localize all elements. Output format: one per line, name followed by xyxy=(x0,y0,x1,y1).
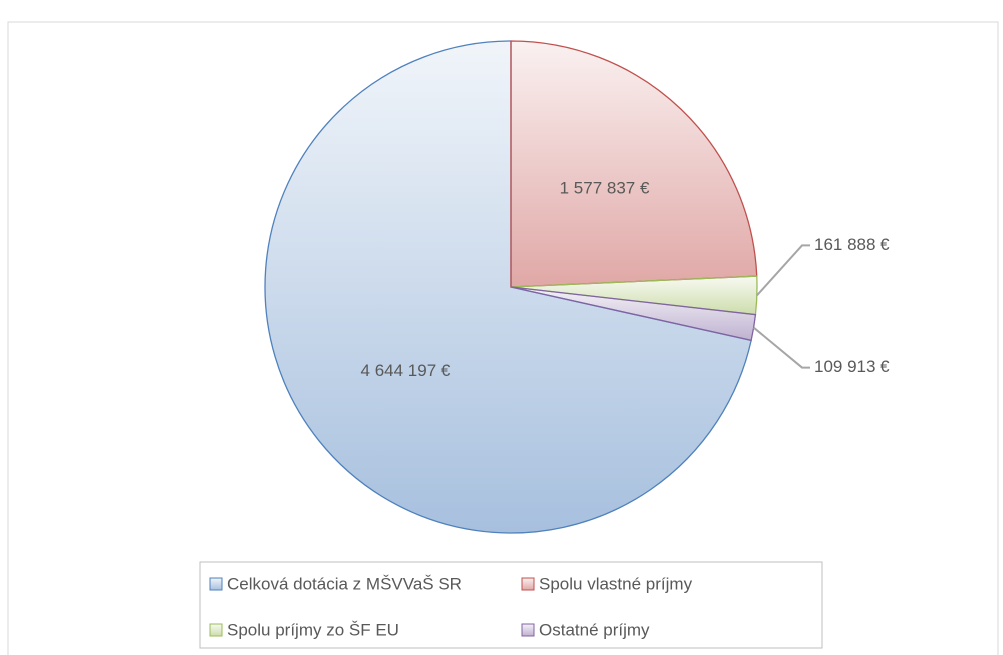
pie-slice xyxy=(510,40,758,288)
data-label: 161 888 € xyxy=(814,235,890,254)
leader-line xyxy=(756,244,810,297)
legend-swatch xyxy=(521,623,535,637)
chart-border xyxy=(7,21,999,655)
legend-box xyxy=(199,561,823,649)
legend-swatch xyxy=(209,623,223,637)
data-label: 1 577 837 € xyxy=(560,179,650,198)
legend-swatch xyxy=(521,577,535,591)
pie-slice xyxy=(264,40,752,534)
legend-label: Spolu vlastné príjmy xyxy=(539,574,693,593)
legend-label: Celková dotácia z MŠVVaŠ SR xyxy=(227,574,462,593)
data-label: 109 913 € xyxy=(814,357,890,376)
data-label: 4 644 197 € xyxy=(361,361,451,380)
leader-line xyxy=(752,326,810,369)
legend-label: Spolu príjmy zo ŠF EU xyxy=(227,620,399,639)
legend-swatch xyxy=(209,577,223,591)
legend-label: Ostatné príjmy xyxy=(539,620,650,639)
